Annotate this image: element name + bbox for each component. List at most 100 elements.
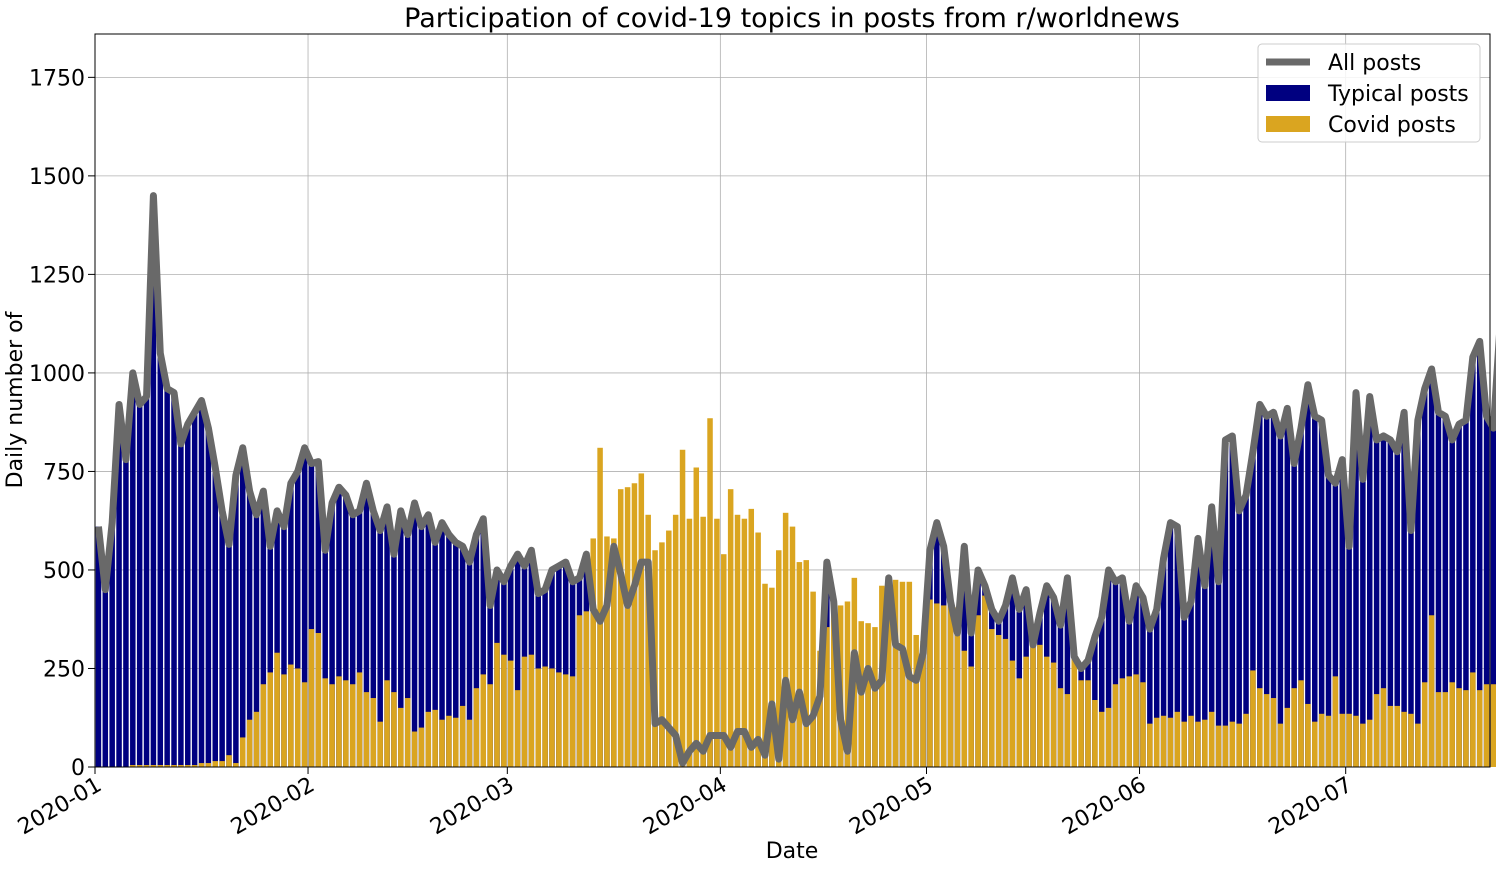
typical-posts-bar [246, 491, 253, 767]
covid-posts-bar [1373, 694, 1380, 767]
typical-posts-bar [205, 428, 212, 767]
covid-posts-bar [1140, 682, 1146, 767]
typical-posts-bar [1380, 435, 1387, 767]
typical-posts-bar [1318, 420, 1325, 767]
typical-posts-bar [370, 510, 377, 767]
typical-posts-bar [109, 522, 115, 767]
covid-posts-bar [171, 765, 177, 767]
typical-posts-bar [1188, 601, 1194, 767]
covid-posts-bar [267, 672, 273, 767]
x-axis-ticks: 2020-01 2020-02 2020-03 2020-04 2020-05 2020-… [14, 767, 1357, 840]
typical-posts-bar [226, 544, 232, 767]
covid-posts-bar [508, 660, 514, 767]
typical-posts-bar [130, 372, 136, 767]
covid-posts-bar [1092, 700, 1098, 767]
covid-posts-bar [1353, 715, 1359, 767]
covid-posts-bar [1153, 717, 1160, 767]
typical-posts-bar [1291, 463, 1297, 767]
typical-posts-bar [432, 542, 438, 767]
covid-posts-bar [1387, 705, 1394, 767]
covid-posts-bar [136, 765, 143, 767]
typical-posts-bar [157, 353, 164, 767]
covid-posts-bar [1318, 713, 1325, 767]
x-tick-label: 2020-07 [1265, 773, 1357, 841]
covid-posts-bar [233, 763, 239, 767]
covid-posts-bar [892, 579, 899, 767]
covid-posts-bar [1490, 684, 1496, 767]
covid-posts-bar [762, 583, 768, 767]
typical-posts-bar [556, 566, 562, 767]
typical-posts-bar [1360, 479, 1366, 767]
typical-posts-bar [239, 447, 246, 767]
typical-posts-bar [253, 514, 260, 767]
typical-posts-bar [1202, 585, 1208, 767]
typical-posts-bar [398, 510, 404, 767]
covid-posts-bar [975, 615, 981, 767]
covid-posts-bar [1023, 656, 1029, 767]
covid-posts-bar [1078, 680, 1084, 767]
typical-posts-bar [1353, 392, 1359, 767]
covid-posts-bar [631, 483, 638, 767]
covid-posts-bar [1057, 688, 1064, 767]
typical-posts-bar [1415, 420, 1421, 767]
covid-posts-bar [1449, 682, 1455, 767]
covid-posts-bar [899, 581, 906, 767]
covid-posts-bar [782, 512, 789, 767]
typical-posts-bar [1119, 577, 1126, 767]
covid-posts-bar [1037, 644, 1043, 767]
covid-posts-bar [1305, 703, 1311, 767]
covid-posts-bar [569, 676, 576, 767]
covid-posts-bar [624, 487, 631, 767]
typical-posts-bar [1421, 388, 1428, 767]
legend: All posts Typical posts Covid posts [1257, 43, 1481, 143]
x-tick-label: 2020-05 [845, 773, 937, 841]
typical-posts-bar [1250, 451, 1256, 767]
typical-posts-bar [185, 424, 191, 767]
covid-posts-bar [748, 508, 755, 767]
covid-posts-bar [281, 674, 287, 767]
covid-posts-bar [466, 719, 473, 767]
covid-posts-bar [446, 715, 452, 767]
typical-posts-bar [1373, 439, 1380, 767]
typical-posts-bar [1195, 538, 1201, 767]
typical-posts-bar [329, 502, 335, 767]
typical-posts-bar [233, 475, 239, 767]
covid-posts-bar [301, 682, 308, 767]
x-tick-label: 2020-04 [639, 773, 731, 841]
typical-posts-bar [453, 542, 459, 767]
covid-posts-bar [473, 688, 480, 767]
covid-posts-bar [1360, 723, 1366, 767]
covid-posts-bar [130, 765, 136, 767]
typical-posts-bar [1305, 384, 1311, 767]
covid-posts-bar [1085, 680, 1091, 767]
typical-posts-bar [1366, 396, 1373, 767]
typical-posts-bar [1456, 424, 1462, 767]
covid-posts-bar [824, 627, 830, 767]
covid-posts-bar [1442, 692, 1449, 767]
typical-posts-bar [1339, 459, 1346, 767]
covid-posts-bar [1401, 711, 1407, 767]
legend-bar-swatch [1266, 116, 1310, 132]
x-tick-label: 2020-01 [14, 773, 106, 841]
typical-posts-bar [1490, 428, 1496, 767]
covid-posts-bar [590, 538, 596, 767]
covid-posts-bar [1380, 688, 1387, 767]
typical-posts-bar [1174, 526, 1181, 767]
typical-posts-bar [391, 554, 397, 767]
covid-posts-bar [370, 698, 377, 767]
plot-frame [94, 33, 1491, 768]
covid-posts-bar [920, 640, 926, 767]
typical-posts-bar [1147, 629, 1153, 767]
covid-posts-bar [1174, 711, 1181, 767]
covid-posts-bar [1312, 721, 1318, 767]
typical-posts-bar [1208, 506, 1215, 767]
covid-posts-bar [913, 634, 919, 767]
covid-posts-bar [1263, 694, 1270, 767]
covid-posts-bar [411, 731, 418, 767]
covid-posts-bar [294, 668, 301, 767]
covid-posts-bar [865, 623, 871, 767]
covid-posts-bar [453, 717, 459, 767]
covid-posts-bar [1298, 680, 1304, 767]
all-posts-line [94, 192, 1496, 767]
covid-posts-bar [185, 765, 191, 767]
